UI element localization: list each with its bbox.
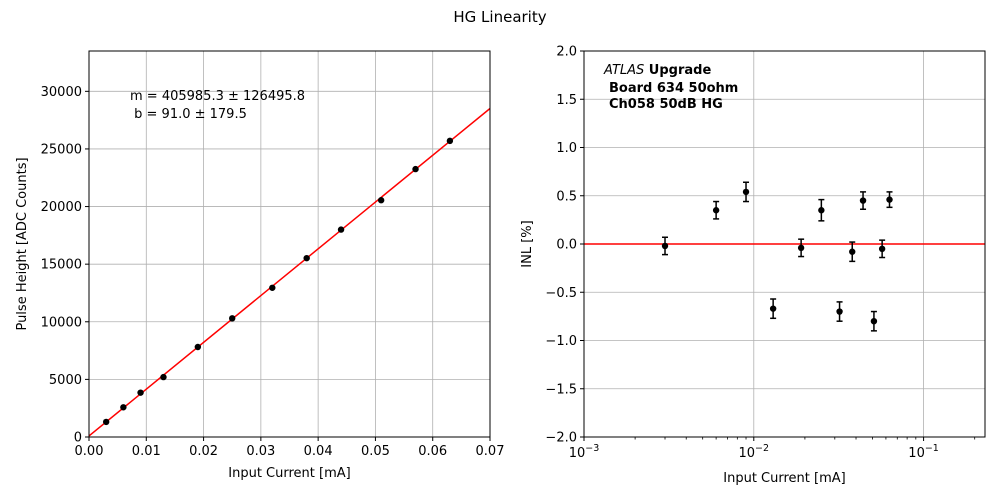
right-x-tick-label: 10−3 <box>569 443 600 461</box>
data-point <box>337 226 345 233</box>
board-label: Board 634 50ohm <box>609 81 738 96</box>
data-point <box>712 207 720 214</box>
data-point <box>849 248 856 255</box>
left-axes-frame <box>88 50 491 438</box>
experiment-label: ATLAS Upgrade <box>603 63 711 78</box>
atlas-label: ATLAS <box>603 63 644 78</box>
right-y-tick-label: 1.0 <box>556 141 577 156</box>
data-point <box>818 207 825 214</box>
right-y-tick-label: −1.0 <box>545 334 577 349</box>
left-x-tick-label: 0.05 <box>361 444 390 459</box>
data-point <box>229 315 236 322</box>
left-x-tick-label: 0.01 <box>132 444 161 459</box>
left-x-tick-label: 0.03 <box>246 444 275 459</box>
data-point <box>836 308 843 315</box>
data-point <box>194 343 202 351</box>
left-x-tick-label: 0.02 <box>189 444 218 459</box>
data-point <box>661 242 669 250</box>
right-y-tick-label: 2.0 <box>556 45 577 60</box>
fit-parameter-m: m = 405985.3 ± 126495.8 <box>130 89 305 104</box>
left-x-tick-label: 0.06 <box>418 444 447 459</box>
left-x-tick-label: 0.00 <box>75 444 104 459</box>
left-y-tick-label: 5000 <box>49 373 82 388</box>
data-point <box>878 245 886 253</box>
left-y-tick-label: 10000 <box>41 315 82 330</box>
upgrade-label: Upgrade <box>644 63 711 78</box>
left-y-tick-label: 25000 <box>41 142 82 157</box>
data-point <box>269 284 276 291</box>
inl-plot: 10−3 10−2 10−1 −2.0 −1.5 −1.0 −0.5 0.0 0.5 1.0 1.… <box>520 45 986 486</box>
left-y-axis-label: Pulse Height [ADC Counts] <box>15 157 30 330</box>
right-x-ticks: 10−3 10−2 10−1 <box>569 437 976 461</box>
data-point <box>870 318 878 325</box>
right-y-axis-label: INL [%] <box>520 220 535 267</box>
fit-parameter-b: b = 91.0 ± 179.5 <box>130 107 247 122</box>
data-point <box>797 244 805 252</box>
left-x-ticks: 0.00 0.01 0.02 0.03 0.04 0.05 0.06 0.07 <box>75 437 505 459</box>
left-x-axis-label: Input Current [mA] <box>228 466 350 481</box>
right-y-tick-label: −0.5 <box>545 286 577 301</box>
left-x-tick-label: 0.04 <box>304 444 333 459</box>
left-fit-line <box>88 107 491 437</box>
data-point <box>377 197 385 204</box>
right-y-tick-label: 1.5 <box>556 93 577 108</box>
left-y-tick-label: 15000 <box>41 258 82 273</box>
figure-title: HG Linearity <box>453 8 546 26</box>
data-point <box>446 137 454 145</box>
right-y-tick-label: 0.0 <box>556 238 577 253</box>
left-y-tick-label: 0 <box>74 431 82 446</box>
data-point <box>859 197 867 204</box>
left-x-tick-label: 0.07 <box>476 444 505 459</box>
right-y-tick-label: −1.5 <box>545 382 577 397</box>
data-point <box>412 165 419 173</box>
data-point <box>886 196 893 203</box>
left-y-tick-label: 20000 <box>41 200 82 215</box>
linear-fit-line <box>88 107 491 437</box>
right-x-tick-label: 10−1 <box>908 443 939 461</box>
left-y-ticks: 0 5000 10000 15000 20000 25000 30000 <box>41 85 89 446</box>
linearity-plot: 0.00 0.01 0.02 0.03 0.04 0.05 0.06 0.07 0 5000 10… <box>15 50 505 481</box>
data-point <box>120 404 127 411</box>
channel-label: Ch058 50dB HG <box>609 97 723 112</box>
right-x-tick-label: 10−2 <box>739 443 770 461</box>
data-point <box>160 373 167 381</box>
data-point <box>742 188 750 196</box>
data-point <box>102 418 110 426</box>
right-data-points <box>661 181 893 332</box>
right-y-ticks: −2.0 −1.5 −1.0 −0.5 0.0 0.5 1.0 1.5 2.0 <box>545 45 584 446</box>
right-x-axis-label: Input Current [mA] <box>723 471 845 486</box>
data-point <box>137 389 144 396</box>
left-y-tick-label: 30000 <box>41 85 82 100</box>
left-data-points <box>102 137 454 426</box>
data-point <box>769 305 777 312</box>
data-point <box>303 254 310 262</box>
right-y-tick-label: 0.5 <box>556 189 577 204</box>
right-y-tick-label: −2.0 <box>545 431 577 446</box>
